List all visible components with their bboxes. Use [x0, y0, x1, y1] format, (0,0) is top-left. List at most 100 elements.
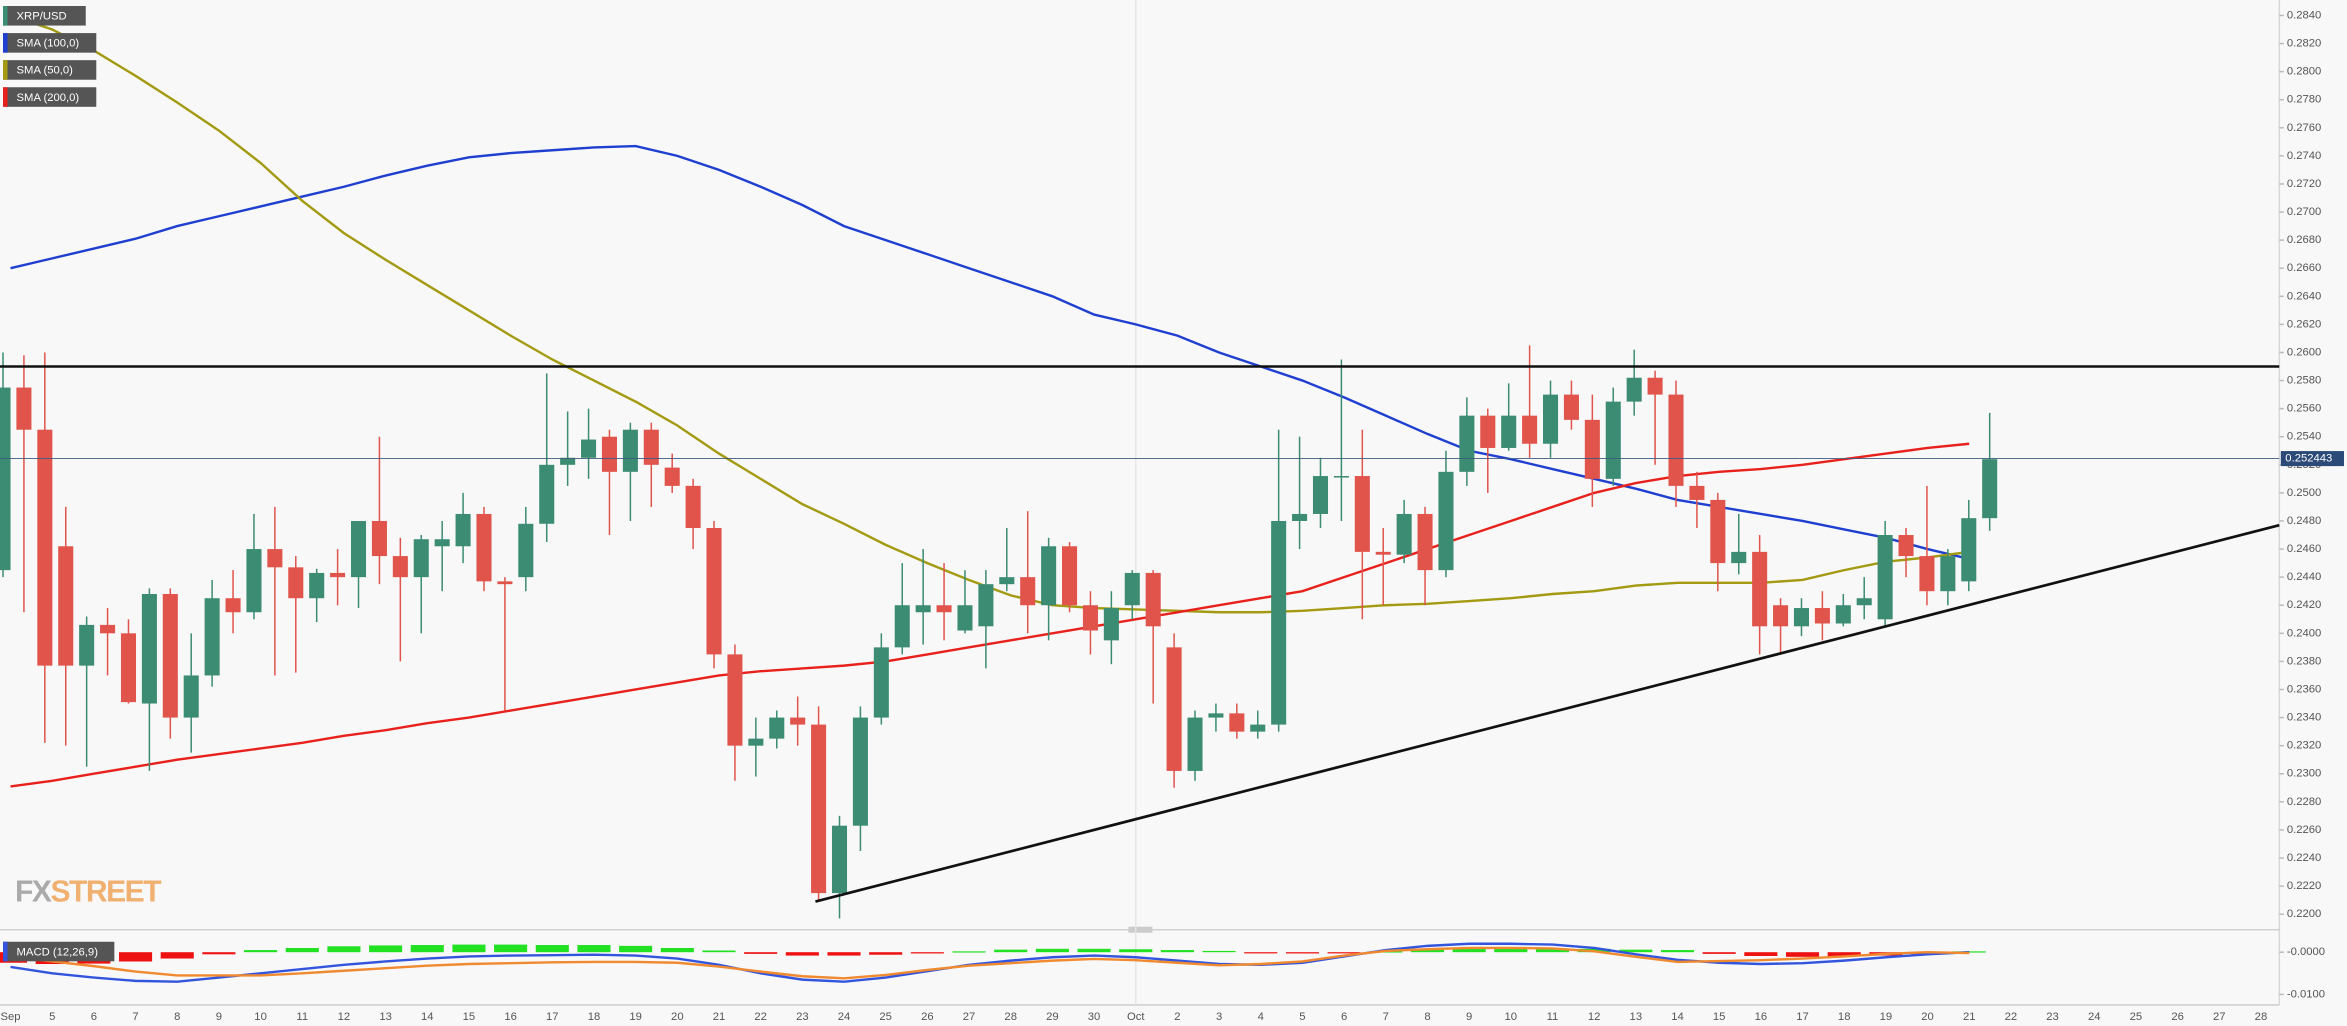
- candle-body: [476, 513, 492, 582]
- legend-swatch: [3, 941, 8, 962]
- indicator-line: [10, 144, 1970, 561]
- indicator-line: [10, 946, 1970, 980]
- candle-body: [1605, 401, 1621, 479]
- legend-label: XRP/USD: [17, 11, 67, 23]
- y-tick-label: 0.2800: [2287, 66, 2321, 78]
- histogram-bar: [1619, 949, 1653, 953]
- candle-body: [727, 654, 743, 746]
- candle-body: [811, 724, 827, 894]
- histogram-bar: [994, 949, 1028, 953]
- candle-body: [1124, 572, 1140, 606]
- y-tick-label: 0.2500: [2287, 487, 2321, 499]
- y-tick-label: 0.2680: [2287, 234, 2321, 246]
- candle-body: [267, 549, 283, 568]
- legend-label: SMA (50,0): [17, 65, 74, 77]
- x-tick-label: 10: [1505, 1011, 1518, 1023]
- histogram-bar: [910, 952, 944, 954]
- histogram-bar: [202, 952, 236, 955]
- candle-body: [622, 429, 638, 472]
- candle-body: [560, 457, 576, 465]
- y-tick-label: 0.2540: [2287, 431, 2321, 443]
- legend-box: [3, 60, 97, 80]
- candle-body: [1271, 520, 1287, 725]
- candle-body: [183, 675, 199, 718]
- x-tick-label: 16: [504, 1011, 517, 1023]
- y-tick-label: 0.2340: [2287, 712, 2321, 724]
- x-tick-label: 23: [796, 1011, 809, 1023]
- candle-body: [413, 539, 429, 578]
- histogram-bar: [369, 945, 403, 953]
- histogram-bar: [1785, 952, 1820, 957]
- y-tick-label: 0.2320: [2287, 740, 2321, 752]
- x-tick-label: 20: [671, 1011, 684, 1023]
- candle-body: [539, 464, 555, 524]
- candle-body: [581, 439, 597, 458]
- candle-body: [831, 825, 848, 894]
- candle-body: [1187, 717, 1203, 771]
- histogram-bar: [785, 952, 819, 956]
- x-tick-label: 12: [1588, 1011, 1601, 1023]
- x-tick-label: 13: [1630, 1011, 1643, 1023]
- x-tick-label: 15: [463, 1011, 476, 1023]
- candle-body: [915, 605, 931, 613]
- candle-body: [1145, 572, 1161, 627]
- legend-box: [3, 941, 115, 962]
- candle-body: [685, 485, 701, 529]
- x-tick-label: 8: [1424, 1011, 1430, 1023]
- histogram-bar: [1202, 950, 1236, 953]
- y-tick-label: 0.2820: [2287, 38, 2321, 50]
- candle-body: [1208, 713, 1224, 718]
- candle-body: [1438, 471, 1454, 571]
- legend-box: [3, 87, 97, 107]
- candle-body: [1584, 419, 1600, 479]
- histogram-bar: [577, 945, 611, 953]
- indicator-line: [10, 442, 1970, 788]
- x-tick-label: 27: [2213, 1011, 2226, 1023]
- candle-body: [852, 717, 868, 826]
- candle-body: [873, 647, 889, 718]
- x-tick-label: 25: [879, 1011, 892, 1023]
- x-tick-label: 8: [174, 1011, 180, 1023]
- y-tick-label: 0.2620: [2287, 318, 2321, 330]
- candle-body: [1668, 394, 1684, 486]
- legend-box: [3, 6, 86, 26]
- histogram-bar: [410, 945, 444, 953]
- candle-body: [0, 387, 11, 571]
- x-tick-label: 4: [1258, 1011, 1264, 1023]
- candle-body: [392, 556, 408, 578]
- candle-body: [1459, 415, 1475, 472]
- y-tick-label: 0.2660: [2287, 262, 2321, 274]
- x-tick-label: 20: [1921, 1011, 1934, 1023]
- x-tick-label: 5: [1299, 1011, 1305, 1023]
- candle-body: [37, 429, 53, 666]
- candle-body: [518, 523, 534, 578]
- y-tick-label: 0.2440: [2287, 571, 2321, 583]
- x-tick-label: 24: [2088, 1011, 2101, 1023]
- candle-body: [999, 577, 1015, 585]
- candle-body: [1312, 476, 1329, 514]
- panel-handle: [1128, 926, 1153, 933]
- histogram-bar: [1244, 952, 1278, 954]
- x-tick-label: 17: [546, 1011, 559, 1023]
- candle-body: [1501, 415, 1517, 448]
- x-tick-label: 5: [49, 1011, 55, 1023]
- candle-body: [455, 513, 471, 547]
- y-tick-label: 0.2580: [2287, 375, 2321, 387]
- candle-body: [1522, 415, 1538, 444]
- x-tick-label: 10: [254, 1011, 267, 1023]
- candle-body: [1919, 556, 1935, 592]
- candle-body: [1773, 605, 1789, 627]
- candle-body: [1835, 605, 1851, 624]
- candle-body: [162, 594, 178, 718]
- y-tick-label: 0.2220: [2287, 880, 2321, 892]
- x-tick-label: 23: [2046, 1011, 2059, 1023]
- histogram-bar: [619, 945, 653, 953]
- candle-body: [1020, 577, 1036, 606]
- candle-body: [1082, 605, 1098, 631]
- candle-body: [1814, 608, 1830, 624]
- candle-body: [790, 717, 806, 725]
- candle-body: [664, 467, 680, 486]
- x-tick-label: 25: [2130, 1011, 2143, 1023]
